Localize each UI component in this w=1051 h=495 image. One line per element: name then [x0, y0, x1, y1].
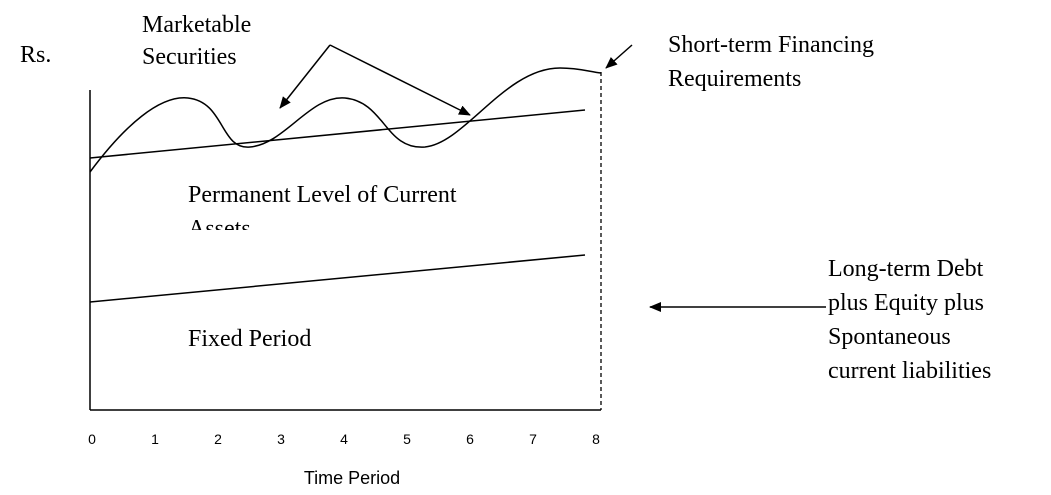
- label: plus Equity plus: [828, 290, 984, 316]
- wave-curve: [89, 67, 602, 173]
- x-tick-label: 0: [88, 431, 96, 447]
- label: Short-term Financing: [668, 32, 874, 58]
- label: Marketable: [142, 12, 251, 38]
- x-tick-label: 8: [592, 431, 600, 447]
- x-tick-label: 1: [151, 431, 159, 447]
- x-tick-label: 5: [403, 431, 411, 447]
- x-tick-label: 3: [277, 431, 285, 447]
- x-tick-label: 6: [466, 431, 474, 447]
- permanent-line: [89, 109, 586, 159]
- label: Long-term Debt: [828, 256, 984, 282]
- arrow: [605, 44, 633, 69]
- y-axis-label: Rs.: [20, 42, 51, 68]
- label: Fixed Period: [188, 326, 311, 352]
- label: Securities: [142, 44, 237, 70]
- x-tick-label: 2: [214, 431, 222, 447]
- arrow: [279, 44, 331, 109]
- arrow: [329, 44, 471, 116]
- x-axis-label: Time Period: [304, 468, 400, 488]
- x-tick-label: 7: [529, 431, 537, 447]
- x-ticks: 0 1 2 3 4 5 6 7 8: [88, 431, 600, 447]
- label: Assets: [188, 216, 251, 242]
- label: current liabilities: [828, 358, 991, 384]
- x-tick-label: 4: [340, 431, 348, 447]
- label: Requirements: [668, 66, 801, 92]
- fixed-line: [89, 254, 586, 303]
- label: Permanent Level of Current: [188, 182, 457, 208]
- label: Spontaneous: [828, 324, 951, 350]
